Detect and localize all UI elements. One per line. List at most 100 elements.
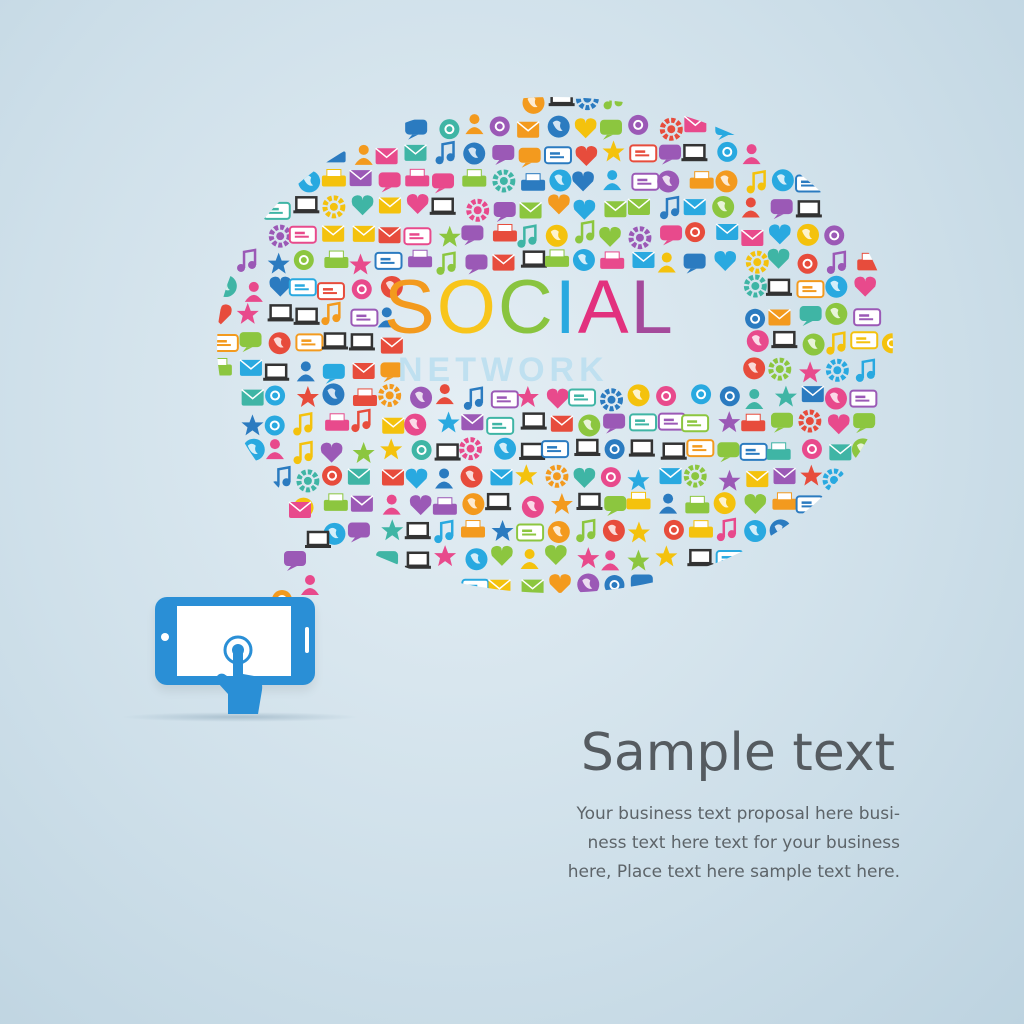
printer-icon — [323, 493, 348, 511]
star-icon — [516, 386, 539, 408]
laptop-icon — [681, 143, 708, 162]
gear-icon — [743, 274, 767, 298]
laptop-icon — [795, 200, 822, 218]
laptop-icon — [576, 492, 603, 511]
laptop-icon — [548, 97, 575, 107]
heart-icon — [405, 468, 428, 489]
chat-bubble-icon — [603, 413, 626, 434]
heart-icon — [574, 118, 597, 139]
gear-icon — [822, 468, 846, 492]
sample-title: Sample text — [580, 723, 895, 783]
user-icon — [382, 494, 401, 515]
chat-bubble-icon — [376, 551, 399, 572]
star-icon — [352, 441, 375, 463]
seo-tag-icon — [796, 280, 825, 299]
star-icon — [515, 464, 538, 486]
globe-icon — [797, 223, 820, 246]
printer-icon — [324, 250, 349, 269]
at-sign-icon — [691, 384, 712, 405]
heart-icon — [573, 199, 596, 220]
globe-icon — [242, 438, 265, 461]
seo-tag-icon — [543, 146, 572, 165]
printer-icon — [461, 520, 486, 538]
seo-tag-icon — [629, 144, 658, 163]
sample-body-line: Your business text proposal here busi- — [576, 804, 900, 824]
heart-icon — [575, 145, 598, 166]
globe-icon — [577, 573, 600, 596]
music-note-icon — [293, 440, 313, 465]
heart-icon — [409, 495, 432, 516]
globe-icon — [578, 414, 601, 437]
chat-bubble-icon — [380, 362, 403, 383]
globe-icon — [460, 465, 483, 488]
envelope-icon — [321, 225, 345, 242]
chat-bubble-icon — [600, 119, 623, 140]
envelope-icon — [519, 201, 543, 219]
phone-speaker — [305, 627, 309, 653]
printer-icon — [432, 497, 457, 515]
laptop-icon — [628, 439, 655, 457]
laptop-icon — [267, 304, 294, 322]
laptop-icon — [293, 196, 320, 214]
printer-icon — [217, 357, 232, 376]
gear-icon — [296, 469, 320, 493]
chat-bubble-icon — [239, 332, 262, 353]
at-sign-icon — [351, 279, 372, 300]
globe-icon — [521, 495, 544, 518]
user-icon — [657, 252, 676, 273]
heart-icon — [548, 194, 570, 215]
gear-icon — [600, 388, 624, 412]
envelope-icon — [347, 468, 371, 485]
envelope-icon — [352, 362, 376, 380]
heart-icon — [768, 224, 791, 245]
seo-tag-icon — [681, 414, 710, 433]
gear-icon — [268, 224, 292, 248]
envelope-icon — [378, 226, 402, 244]
music-note-icon — [351, 408, 371, 433]
heart-icon — [599, 226, 621, 247]
star-icon — [438, 225, 461, 247]
user-icon — [745, 389, 764, 410]
gear-icon — [378, 383, 402, 407]
star-icon — [437, 411, 460, 433]
envelope-icon — [550, 415, 574, 432]
printer-icon — [405, 168, 430, 187]
music-note-icon — [435, 140, 455, 165]
star-icon — [718, 411, 741, 433]
at-sign-icon — [745, 308, 766, 329]
globe-icon — [769, 519, 792, 542]
chat-bubble-icon — [659, 144, 682, 165]
at-sign-icon — [604, 439, 625, 460]
seo-tag-icon — [795, 174, 824, 193]
chat-bubble-icon — [461, 225, 484, 246]
gear-icon — [745, 250, 769, 274]
laptop-icon — [321, 332, 348, 350]
printer-icon — [626, 491, 651, 510]
at-sign-icon — [881, 333, 893, 354]
chat-bubble-icon — [284, 551, 306, 571]
star-icon — [627, 469, 650, 491]
laptop-icon — [520, 250, 547, 268]
chat-bubble-icon — [604, 496, 627, 517]
chat-bubble-icon — [347, 522, 370, 543]
seo-tag-icon — [288, 278, 317, 297]
gear-icon — [466, 198, 490, 222]
heart-icon — [217, 304, 232, 325]
globe-icon — [522, 97, 545, 114]
envelope-icon — [516, 121, 540, 138]
gear-icon — [628, 226, 652, 250]
laptop-icon — [305, 530, 331, 548]
printer-icon — [321, 144, 346, 163]
seo-tag-icon — [262, 201, 291, 220]
envelope-icon — [632, 251, 655, 269]
sample-body-line: ness text here text for your business — [587, 833, 900, 853]
music-note-icon — [271, 465, 291, 490]
heart-icon — [767, 248, 790, 269]
globe-icon — [771, 169, 794, 192]
printer-icon — [857, 252, 882, 271]
printer-icon — [688, 520, 713, 538]
heart-icon — [573, 467, 596, 488]
globe-icon — [268, 332, 291, 355]
envelope-icon — [378, 196, 402, 214]
